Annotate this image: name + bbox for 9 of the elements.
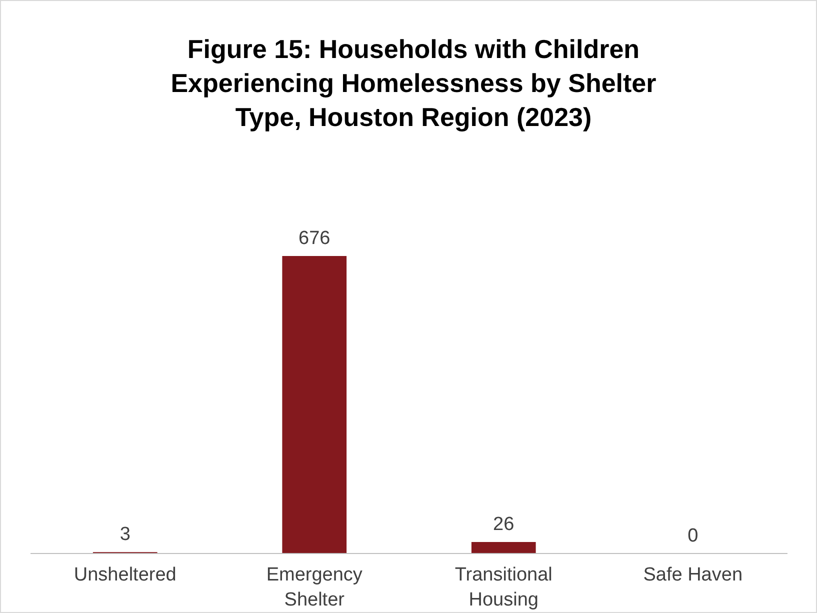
x-tick-label: Unsheltered	[74, 564, 176, 586]
data-label: 0	[688, 526, 698, 546]
data-label: 3	[120, 524, 130, 546]
x-tick-label: Safe Haven	[643, 564, 743, 586]
chart-title: Figure 15: Households with Children Experiencing Homelessness by Shelter Type, Houston Region (2023)	[170, 33, 658, 134]
x-tick-label: Transitional Housing	[454, 564, 552, 611]
data-label: 676	[298, 228, 330, 249]
data-label: 26	[493, 514, 514, 536]
x-tick-label: Emergency Shelter	[266, 564, 363, 611]
